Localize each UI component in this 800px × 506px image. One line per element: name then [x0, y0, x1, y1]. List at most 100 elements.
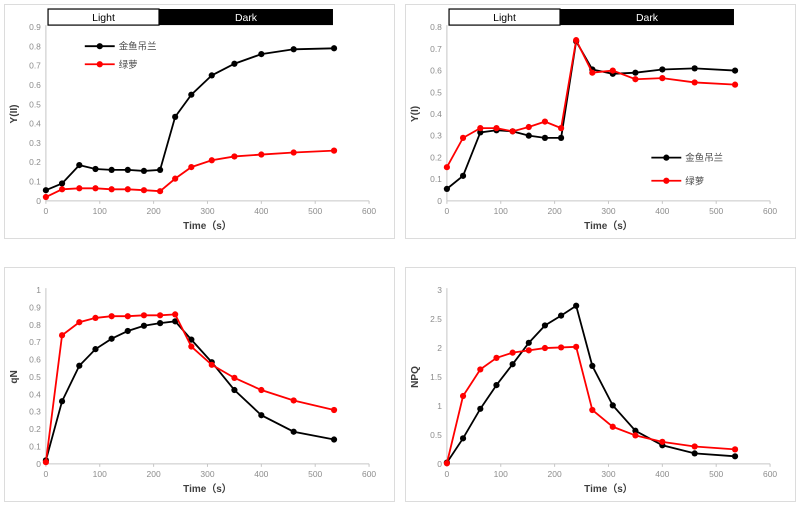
x-tick-label: 0	[44, 469, 49, 479]
data-point	[541, 344, 549, 352]
series-line-1	[45, 149, 335, 198]
data-point	[140, 187, 148, 194]
light-bar-label: Light	[92, 12, 115, 24]
data-point	[541, 134, 549, 141]
y-axis-title: qN	[9, 370, 20, 383]
series-line-0	[446, 38, 736, 190]
data-point	[330, 147, 338, 154]
y-tick-label: 1.5	[430, 372, 442, 382]
legend-marker	[96, 43, 103, 50]
data-point	[231, 386, 238, 394]
dark-bar	[159, 9, 333, 26]
y-tick-label: 0.8	[430, 22, 442, 32]
data-point	[443, 164, 450, 171]
data-point	[108, 335, 115, 342]
x-tick-label: 300	[200, 469, 214, 479]
data-point	[443, 185, 450, 193]
y-axis-title: Y(I)	[410, 106, 421, 122]
dark-bar	[560, 9, 734, 26]
legend-label: 金鱼吊兰	[685, 152, 723, 164]
x-tick-label: 500	[709, 469, 723, 479]
data-point	[124, 166, 131, 174]
data-point	[589, 69, 596, 76]
x-tick-label: 200	[147, 206, 161, 216]
data-point	[42, 193, 49, 201]
x-tick-label: 600	[763, 206, 777, 216]
data-point	[525, 347, 532, 354]
dark-bar-label: Dark	[636, 12, 659, 24]
y-tick-label: 0.4	[29, 389, 41, 399]
x-tick-label: 0	[445, 469, 450, 479]
data-point	[231, 60, 238, 67]
x-tick-label: 500	[709, 206, 723, 216]
data-point	[632, 69, 639, 76]
data-point	[558, 134, 565, 141]
data-point	[330, 45, 338, 52]
y-tick-label: 1	[36, 285, 41, 295]
data-point	[157, 166, 164, 174]
x-tick-label: 600	[362, 206, 376, 216]
data-point	[208, 72, 215, 79]
data-point	[477, 366, 484, 373]
chart-panel-npq: 0 100 200 300 400 500 600 0 0.5 1 1.5 2 2.5 3 NPQ Time（…	[405, 267, 796, 502]
x-tick-label: 400	[655, 469, 669, 479]
data-point	[632, 432, 639, 439]
data-point	[42, 459, 49, 466]
x-axis-title: Time（s）	[183, 219, 232, 232]
x-tick-label: 400	[254, 206, 268, 216]
data-point	[258, 386, 265, 394]
data-point	[691, 79, 698, 86]
data-point	[290, 149, 297, 156]
x-axis-title: Time（s）	[584, 482, 633, 495]
data-point	[188, 91, 195, 98]
y-tick-label: 2	[437, 343, 442, 353]
x-axis-title: Time（s）	[584, 219, 633, 232]
y-tick-label: 0	[36, 196, 41, 206]
y-tick-label: 0	[36, 459, 41, 469]
data-point	[258, 412, 265, 419]
data-point	[172, 175, 179, 182]
data-point	[124, 313, 131, 320]
x-tick-label: 600	[362, 469, 376, 479]
chart-yii: 0 100 200 300 400 500 600 0 0.1 0.2 0.3 0.4 0.5 0.6 0.…	[9, 8, 376, 232]
data-point	[477, 405, 484, 412]
x-tick-label: 400	[254, 469, 268, 479]
data-point	[42, 187, 49, 194]
chart-yi: 0 100 200 300 400 500 600 0 0.1 0.2 0.3 0.4 0.5 0.6 0.…	[410, 8, 777, 232]
data-point	[609, 67, 616, 74]
data-point	[525, 132, 532, 139]
x-tick-label: 100	[494, 206, 508, 216]
data-point	[208, 361, 215, 368]
data-point	[609, 423, 616, 430]
x-tick-label: 100	[93, 469, 107, 479]
y-tick-label: 0.5	[29, 372, 41, 382]
x-tick-label: 500	[308, 469, 322, 479]
data-point	[541, 118, 549, 125]
data-point	[589, 362, 596, 370]
data-point	[140, 322, 148, 329]
data-point	[477, 125, 484, 132]
data-point	[659, 75, 666, 82]
chart-panel-yii: 0 100 200 300 400 500 600 0 0.1 0.2 0.3 0.4 0.5 0.6 0.…	[4, 4, 395, 239]
legend-label: 绿萝	[119, 59, 138, 71]
y-axis-title: Y(II)	[9, 104, 20, 123]
y-tick-label: 0.6	[29, 355, 41, 365]
data-point	[558, 344, 565, 351]
data-point	[92, 314, 99, 322]
data-point	[541, 322, 549, 329]
data-point	[208, 157, 215, 164]
data-point	[477, 129, 484, 136]
x-tick-label: 200	[147, 469, 161, 479]
data-point	[157, 320, 164, 327]
y-tick-label: 0.4	[430, 109, 442, 119]
data-point	[172, 311, 179, 318]
data-point	[172, 113, 179, 120]
y-tick-label: 0.7	[430, 44, 442, 54]
data-point	[258, 151, 265, 158]
x-tick-label: 0	[44, 206, 49, 216]
data-point	[558, 125, 565, 132]
data-point	[92, 185, 99, 192]
data-point	[157, 312, 164, 319]
data-point	[188, 343, 195, 350]
